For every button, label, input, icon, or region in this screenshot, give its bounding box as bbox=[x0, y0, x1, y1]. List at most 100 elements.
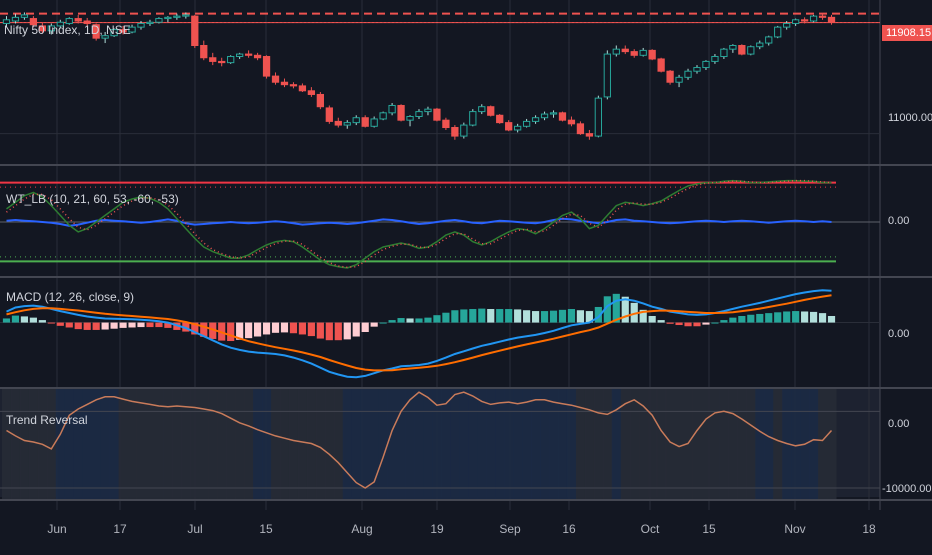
candle-body bbox=[756, 42, 764, 48]
trend-shading-column bbox=[109, 389, 120, 499]
candle-body bbox=[334, 120, 342, 126]
macd-histogram-bar bbox=[451, 310, 459, 323]
macd-histogram-bar bbox=[361, 322, 369, 332]
trend-shading-column bbox=[513, 389, 523, 499]
candle-body bbox=[92, 24, 100, 39]
trend-shading-column bbox=[315, 389, 326, 499]
trend-shading-column bbox=[423, 389, 433, 499]
candle-body bbox=[280, 81, 289, 86]
trend-shading-column bbox=[333, 389, 344, 499]
trend-shading-column bbox=[746, 389, 756, 499]
trend-shading-column bbox=[118, 389, 129, 499]
candle-body bbox=[388, 104, 396, 114]
trend-shading-column bbox=[280, 389, 290, 499]
trend-shading-column bbox=[504, 389, 514, 499]
candle-body bbox=[612, 48, 620, 55]
candle-body bbox=[487, 106, 495, 116]
candle-body bbox=[236, 53, 244, 58]
trend-shading-column bbox=[764, 389, 774, 499]
trend-shading-column bbox=[10, 389, 21, 499]
candle-body bbox=[558, 112, 567, 121]
x-axis-label: Aug bbox=[351, 522, 373, 536]
macd-histogram-bar bbox=[191, 322, 199, 335]
candle-body bbox=[792, 19, 800, 24]
trend-shading-column bbox=[620, 389, 631, 499]
trend-shading-column bbox=[163, 389, 173, 499]
macd-histogram-bar bbox=[209, 322, 217, 339]
trend-shading-column bbox=[558, 389, 568, 499]
candle-body bbox=[146, 21, 154, 24]
trend-shading-column bbox=[827, 389, 837, 499]
candle-body bbox=[316, 93, 324, 108]
candle-body bbox=[424, 108, 432, 113]
trend-shading-column bbox=[28, 389, 39, 499]
candle-body bbox=[648, 49, 656, 60]
macd-histogram-bar bbox=[531, 311, 540, 323]
candle-body bbox=[827, 16, 836, 23]
macd-histogram-bar bbox=[20, 316, 29, 323]
macd-histogram-bar bbox=[639, 309, 647, 323]
trend-shading-column bbox=[64, 389, 75, 499]
macd-histogram-bar bbox=[585, 311, 593, 323]
macd-histogram-bar bbox=[74, 322, 82, 330]
macd-histogram-bar bbox=[765, 313, 773, 323]
macd-histogram-bar bbox=[487, 309, 495, 323]
macd-histogram-bar bbox=[433, 315, 441, 323]
candle-body bbox=[433, 108, 441, 121]
candle-body bbox=[747, 46, 755, 55]
macd-histogram-bar bbox=[119, 322, 127, 328]
candle-body bbox=[352, 117, 360, 124]
trend-shading-column bbox=[235, 389, 245, 499]
trend-shading-column bbox=[2, 389, 12, 499]
trend-shading-column bbox=[791, 389, 801, 499]
trend-shading-column bbox=[324, 389, 335, 499]
candle-body bbox=[56, 21, 64, 27]
candle-body bbox=[191, 15, 199, 46]
candle-body bbox=[657, 58, 665, 72]
trend-shading-column bbox=[82, 389, 93, 499]
trend-shading-column bbox=[387, 389, 398, 499]
candle-body bbox=[711, 56, 719, 62]
trend-shading-column bbox=[719, 389, 729, 499]
trend-shading-column bbox=[190, 389, 200, 499]
macd-histogram-bar bbox=[621, 296, 629, 323]
macd-histogram-bar bbox=[29, 317, 37, 323]
trend-shading-column bbox=[127, 389, 138, 499]
candle-body bbox=[343, 122, 351, 126]
candle-body bbox=[29, 18, 38, 26]
macd-histogram-bar bbox=[334, 322, 342, 341]
macd-histogram-bar bbox=[352, 322, 360, 337]
trend-reversal-line bbox=[6, 391, 833, 489]
candle-body bbox=[702, 60, 710, 69]
wt-momentum-line bbox=[6, 217, 832, 227]
macd-histogram-bar bbox=[792, 311, 800, 323]
trend-shading-column bbox=[145, 389, 155, 499]
x-axis-label: 19 bbox=[430, 522, 444, 536]
macd-histogram-bar bbox=[523, 310, 531, 323]
macd-histogram-bar bbox=[666, 322, 674, 324]
candle-body bbox=[522, 120, 531, 127]
macd-histogram-bar bbox=[83, 322, 91, 330]
macd-histogram-bar bbox=[47, 322, 55, 324]
x-axis-label: 17 bbox=[113, 522, 127, 536]
trend-shading-column bbox=[540, 389, 550, 499]
symbol-label: Nifty 50 Index, 1D, NSE bbox=[4, 23, 131, 37]
candle-body bbox=[415, 111, 423, 117]
trend-shading-column bbox=[549, 389, 559, 499]
macd-histogram-bar bbox=[379, 322, 387, 324]
macd-histogram-bar bbox=[236, 322, 244, 340]
x-axis-label: 16 bbox=[562, 522, 576, 536]
trend-shading-column bbox=[297, 389, 308, 499]
trend-shading-column bbox=[288, 389, 299, 499]
trend-shading-column bbox=[351, 389, 362, 499]
trend-shading-column bbox=[244, 389, 254, 499]
trend-shading-column bbox=[495, 389, 505, 499]
macd-histogram-bar bbox=[424, 317, 432, 323]
candle-body bbox=[101, 35, 109, 39]
macd-histogram-bar bbox=[729, 317, 737, 323]
candle-body bbox=[155, 18, 163, 23]
trend-shading-column bbox=[46, 389, 57, 499]
macd-histogram-bar bbox=[289, 322, 298, 334]
